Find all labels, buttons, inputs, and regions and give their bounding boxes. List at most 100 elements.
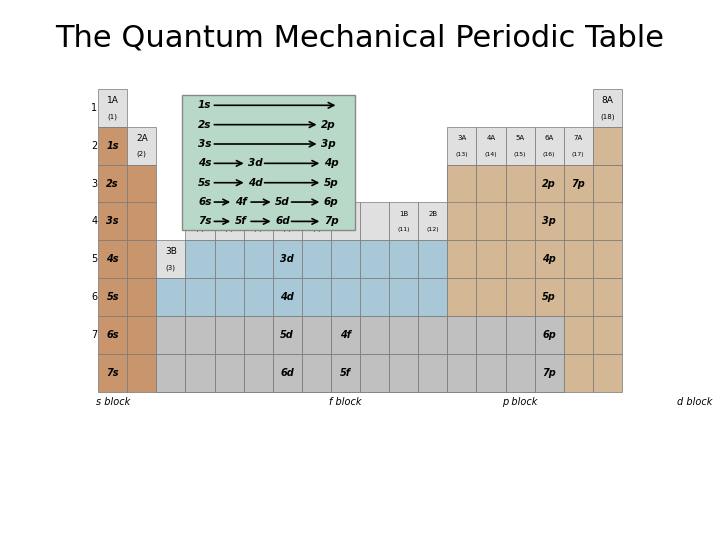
Text: 6d: 6d xyxy=(275,217,290,226)
Bar xyxy=(186,240,215,278)
Text: (15): (15) xyxy=(514,152,526,157)
Text: 3: 3 xyxy=(91,179,97,188)
Bar xyxy=(534,354,564,391)
Text: 4p: 4p xyxy=(542,254,556,264)
Text: 4f: 4f xyxy=(235,197,246,207)
Bar xyxy=(564,202,593,240)
Bar xyxy=(593,127,622,165)
Text: (6): (6) xyxy=(254,227,263,232)
Bar xyxy=(98,240,127,278)
Bar xyxy=(534,165,564,202)
Text: 3p: 3p xyxy=(321,139,336,149)
Text: 6p: 6p xyxy=(324,197,338,207)
Text: (7): (7) xyxy=(283,227,292,232)
Text: 2s: 2s xyxy=(107,179,119,188)
Bar xyxy=(243,354,273,391)
Text: s block: s block xyxy=(96,397,130,407)
Bar xyxy=(593,354,622,391)
Bar xyxy=(564,316,593,354)
Text: 5d: 5d xyxy=(280,330,294,340)
Text: 8A: 8A xyxy=(601,96,613,105)
Bar xyxy=(447,165,477,202)
Bar xyxy=(534,278,564,316)
Bar xyxy=(98,316,127,354)
Text: 4f: 4f xyxy=(340,330,351,340)
Text: 6: 6 xyxy=(91,292,97,302)
Text: 4s: 4s xyxy=(198,158,212,168)
Bar xyxy=(186,354,215,391)
Bar xyxy=(215,354,243,391)
Bar xyxy=(127,240,156,278)
Text: (3): (3) xyxy=(166,264,176,271)
Text: 2B: 2B xyxy=(428,211,437,217)
Text: (11): (11) xyxy=(397,227,410,232)
Bar xyxy=(243,354,273,391)
Text: 6s: 6s xyxy=(107,330,119,340)
Bar xyxy=(215,240,243,278)
Text: 1s: 1s xyxy=(198,100,212,110)
Bar xyxy=(447,202,477,240)
Bar xyxy=(505,354,534,391)
Bar xyxy=(360,354,389,391)
Bar xyxy=(505,278,534,316)
Text: f block: f block xyxy=(329,397,361,407)
Bar xyxy=(534,316,564,354)
Bar xyxy=(505,354,534,391)
Bar xyxy=(273,202,302,240)
Bar xyxy=(477,354,505,391)
Text: (13): (13) xyxy=(456,152,468,157)
Bar xyxy=(243,278,273,316)
Bar xyxy=(418,240,447,278)
Text: 1A: 1A xyxy=(107,96,119,105)
Bar xyxy=(98,202,127,240)
Text: 2p: 2p xyxy=(321,120,336,130)
Text: (18): (18) xyxy=(600,113,615,119)
Text: 6A: 6A xyxy=(544,135,554,141)
Bar xyxy=(302,354,331,391)
Bar xyxy=(505,127,534,165)
Text: p block: p block xyxy=(503,397,538,407)
Bar xyxy=(215,354,243,391)
Text: 7p: 7p xyxy=(324,217,338,226)
Bar xyxy=(360,354,389,391)
Bar xyxy=(477,316,505,354)
Bar xyxy=(302,354,331,391)
Text: 7B: 7B xyxy=(283,211,292,217)
Bar xyxy=(302,278,331,316)
Text: 4d: 4d xyxy=(280,292,294,302)
Text: 5d: 5d xyxy=(275,197,290,207)
Text: 7: 7 xyxy=(91,330,97,340)
Bar xyxy=(186,316,215,354)
Text: 4A: 4A xyxy=(487,135,495,141)
Bar xyxy=(389,316,418,354)
Text: (12): (12) xyxy=(426,227,439,232)
Text: 3A: 3A xyxy=(457,135,467,141)
Text: 8B: 8B xyxy=(312,211,321,217)
Text: 5s: 5s xyxy=(107,292,119,302)
Text: The Quantum Mechanical Periodic Table: The Quantum Mechanical Periodic Table xyxy=(55,23,665,52)
Bar xyxy=(360,278,389,316)
Bar xyxy=(564,240,593,278)
Text: 4s: 4s xyxy=(107,254,119,264)
Bar xyxy=(505,316,534,354)
Bar xyxy=(273,278,302,316)
Text: 4d: 4d xyxy=(248,178,263,188)
Bar xyxy=(447,165,477,202)
Bar xyxy=(215,316,243,354)
Bar xyxy=(389,354,418,391)
Bar xyxy=(534,202,564,240)
Bar xyxy=(447,354,477,391)
Bar xyxy=(447,316,477,354)
Bar xyxy=(447,127,477,165)
Bar xyxy=(534,165,564,202)
Bar xyxy=(505,240,534,278)
Bar xyxy=(302,240,331,278)
Bar xyxy=(593,316,622,354)
Bar xyxy=(273,240,302,278)
Bar xyxy=(273,354,302,391)
Bar xyxy=(477,240,505,278)
Text: (5): (5) xyxy=(225,227,233,232)
Bar xyxy=(418,354,447,391)
Text: 4p: 4p xyxy=(324,158,338,168)
Bar xyxy=(447,278,477,316)
